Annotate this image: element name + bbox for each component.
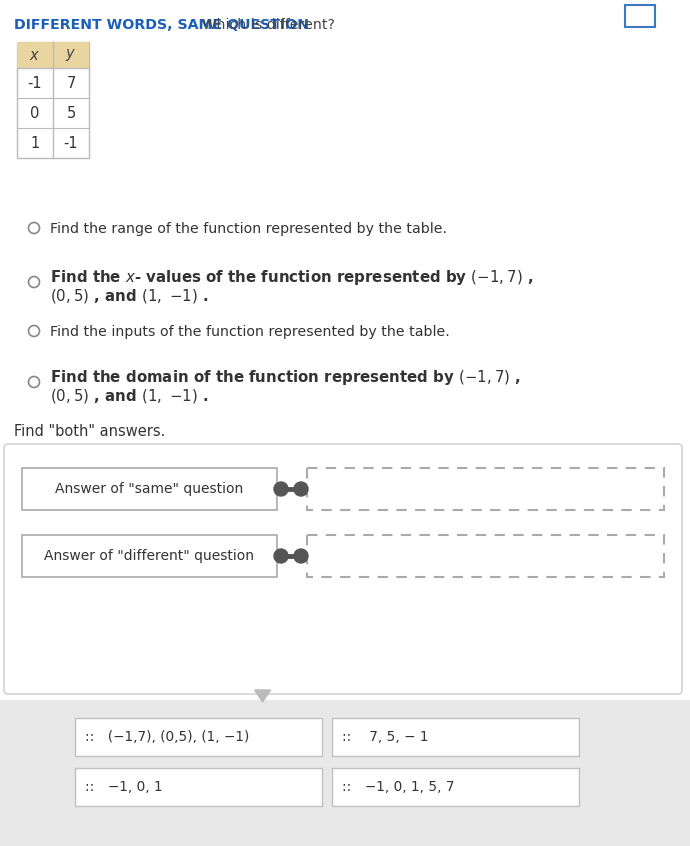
Circle shape bbox=[28, 277, 39, 288]
Text: $(0, 5)$ , and $(1,\ {-1})$ .: $(0, 5)$ , and $(1,\ {-1})$ . bbox=[50, 287, 208, 305]
Text: 0: 0 bbox=[30, 106, 40, 120]
Text: Which is different?: Which is different? bbox=[199, 18, 335, 32]
Circle shape bbox=[28, 376, 39, 387]
Text: :: −1, 0, 1, 5, 7: :: −1, 0, 1, 5, 7 bbox=[342, 780, 455, 794]
FancyBboxPatch shape bbox=[332, 768, 579, 806]
Text: ::  7, 5, − 1: :: 7, 5, − 1 bbox=[342, 730, 428, 744]
FancyBboxPatch shape bbox=[17, 42, 89, 68]
Text: $x$: $x$ bbox=[30, 47, 41, 63]
FancyBboxPatch shape bbox=[0, 700, 690, 846]
Circle shape bbox=[294, 549, 308, 563]
Polygon shape bbox=[255, 690, 270, 702]
Text: $y$: $y$ bbox=[66, 47, 77, 63]
FancyBboxPatch shape bbox=[22, 535, 277, 577]
Circle shape bbox=[28, 326, 39, 337]
Text: Find the $x$- values of the function represented by $(-1, 7)$ ,: Find the $x$- values of the function rep… bbox=[50, 268, 533, 287]
Text: -1: -1 bbox=[28, 75, 42, 91]
Text: :: (−1,7), (0,5), (1, −1): :: (−1,7), (0,5), (1, −1) bbox=[85, 730, 249, 744]
Text: -1: -1 bbox=[63, 135, 78, 151]
Circle shape bbox=[274, 482, 288, 496]
Text: 7: 7 bbox=[66, 75, 76, 91]
Text: Find the inputs of the function represented by the table.: Find the inputs of the function represen… bbox=[50, 325, 450, 339]
Text: Find the range of the function represented by the table.: Find the range of the function represent… bbox=[50, 222, 447, 236]
Circle shape bbox=[294, 482, 308, 496]
FancyBboxPatch shape bbox=[625, 5, 655, 27]
FancyBboxPatch shape bbox=[22, 468, 277, 510]
Text: DIFFERENT WORDS, SAME QUESTION: DIFFERENT WORDS, SAME QUESTION bbox=[14, 18, 309, 32]
Text: Find the domain of the function represented by $(-1, 7)$ ,: Find the domain of the function represen… bbox=[50, 368, 521, 387]
Text: 5: 5 bbox=[66, 106, 76, 120]
Circle shape bbox=[28, 222, 39, 233]
Text: $(0, 5)$ , and $(1,\ {-1})$ .: $(0, 5)$ , and $(1,\ {-1})$ . bbox=[50, 387, 208, 405]
FancyBboxPatch shape bbox=[4, 444, 682, 694]
FancyBboxPatch shape bbox=[75, 718, 322, 756]
FancyBboxPatch shape bbox=[75, 768, 322, 806]
Text: Answer of "same" question: Answer of "same" question bbox=[55, 482, 244, 496]
Text: Answer of "different" question: Answer of "different" question bbox=[44, 549, 255, 563]
Text: :: −1, 0, 1: :: −1, 0, 1 bbox=[85, 780, 163, 794]
Circle shape bbox=[274, 549, 288, 563]
FancyBboxPatch shape bbox=[332, 718, 579, 756]
FancyBboxPatch shape bbox=[17, 42, 89, 158]
Text: Find "both" answers.: Find "both" answers. bbox=[14, 424, 166, 439]
Text: 1: 1 bbox=[30, 135, 39, 151]
